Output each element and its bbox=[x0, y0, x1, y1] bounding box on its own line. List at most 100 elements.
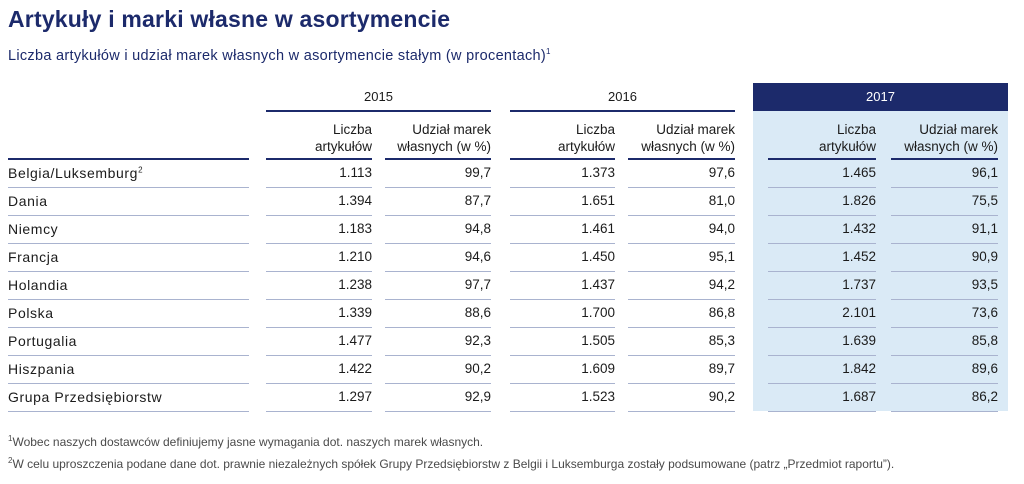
row-label-text: Holandia bbox=[8, 277, 69, 293]
column-header-rule bbox=[266, 158, 372, 160]
column-header-share: Udział marek własnych (w %) bbox=[628, 121, 735, 155]
table-cell: 1.339 bbox=[338, 305, 372, 320]
row-label: Hiszpania bbox=[8, 355, 75, 383]
row-label-text: Portugalia bbox=[8, 333, 78, 349]
row-label-text: Belgia/Luksemburg bbox=[8, 165, 139, 181]
column-header-line: Liczba bbox=[836, 122, 876, 137]
row-divider bbox=[628, 271, 735, 272]
subtitle-text: Liczba artykułów i udział marek własnych… bbox=[8, 48, 547, 64]
row-divider bbox=[8, 243, 249, 244]
row-divider bbox=[628, 243, 735, 244]
row-label-text: Hiszpania bbox=[8, 361, 75, 377]
table-cell: 1.183 bbox=[338, 221, 372, 236]
row-divider bbox=[510, 411, 615, 412]
table-cell: 81,0 bbox=[708, 193, 735, 208]
row-divider bbox=[385, 271, 491, 272]
row-divider bbox=[510, 187, 615, 188]
row-divider bbox=[768, 299, 876, 300]
column-header-line: własnych (w %) bbox=[904, 139, 998, 154]
row-label-text: Polska bbox=[8, 305, 54, 321]
row-divider bbox=[628, 411, 735, 412]
footnote-mark: 1 bbox=[8, 434, 13, 443]
year-header-2015: 2015 bbox=[364, 89, 393, 104]
table-cell: 1.609 bbox=[581, 361, 615, 376]
row-label: Dania bbox=[8, 187, 48, 215]
row-divider bbox=[768, 327, 876, 328]
table-cell: 94,0 bbox=[708, 221, 735, 236]
row-divider bbox=[385, 187, 491, 188]
table-cell: 1.700 bbox=[581, 305, 615, 320]
subtitle-footnote-mark: 1 bbox=[546, 47, 551, 57]
year-rule-2015 bbox=[266, 110, 491, 112]
column-header-line: Liczba bbox=[575, 122, 615, 137]
table-cell: 86,8 bbox=[708, 305, 735, 320]
row-divider bbox=[385, 299, 491, 300]
row-label-text: Niemcy bbox=[8, 221, 59, 237]
table-cell: 85,8 bbox=[971, 333, 998, 348]
row-divider bbox=[768, 383, 876, 384]
column-header-line: Liczba bbox=[332, 122, 372, 137]
table-cell: 94,8 bbox=[464, 221, 491, 236]
column-header-items: Liczba artykułów bbox=[266, 121, 372, 155]
row-divider bbox=[8, 411, 249, 412]
column-header-line: własnych (w %) bbox=[641, 139, 735, 154]
row-divider bbox=[8, 327, 249, 328]
column-header-line: własnych (w %) bbox=[397, 139, 491, 154]
table-cell: 85,3 bbox=[708, 333, 735, 348]
table-cell: 95,1 bbox=[708, 249, 735, 264]
row-divider bbox=[510, 355, 615, 356]
footnote-1: 1Wobec naszych dostawców definiujemy jas… bbox=[8, 434, 484, 450]
column-header-rule bbox=[768, 158, 876, 160]
row-divider bbox=[891, 243, 998, 244]
table-cell: 1.297 bbox=[338, 389, 372, 404]
table-cell: 1.432 bbox=[842, 221, 876, 236]
column-header-share: Udział marek własnych (w %) bbox=[385, 121, 491, 155]
column-header-line: artykułów bbox=[818, 139, 876, 154]
highlight-2017-column bbox=[753, 111, 1008, 411]
row-divider bbox=[8, 215, 249, 216]
table-cell: 1.437 bbox=[581, 277, 615, 292]
year-2017-header-bar bbox=[753, 83, 1008, 111]
label-column-rule bbox=[8, 158, 249, 160]
row-divider bbox=[891, 327, 998, 328]
year-rule-2016 bbox=[510, 110, 735, 112]
table-cell: 94,2 bbox=[708, 277, 735, 292]
table-cell: 1.373 bbox=[581, 165, 615, 180]
column-header-rule bbox=[628, 158, 735, 160]
row-divider bbox=[8, 383, 249, 384]
row-divider bbox=[628, 355, 735, 356]
row-divider bbox=[510, 327, 615, 328]
table-cell: 89,7 bbox=[708, 361, 735, 376]
table-cell: 1.842 bbox=[842, 361, 876, 376]
table-cell: 1.737 bbox=[842, 277, 876, 292]
row-label: Belgia/Luksemburg2 bbox=[8, 159, 143, 187]
row-divider bbox=[385, 355, 491, 356]
row-divider bbox=[768, 355, 876, 356]
table-cell: 88,6 bbox=[464, 305, 491, 320]
table-cell: 1.394 bbox=[338, 193, 372, 208]
row-divider bbox=[266, 299, 372, 300]
row-divider bbox=[891, 355, 998, 356]
table-cell: 1.452 bbox=[842, 249, 876, 264]
column-header-line: Udział marek bbox=[656, 122, 735, 137]
row-divider bbox=[385, 327, 491, 328]
row-label: Polska bbox=[8, 299, 54, 327]
row-divider bbox=[266, 355, 372, 356]
row-label: Portugalia bbox=[8, 327, 77, 355]
row-label-text: Francja bbox=[8, 249, 59, 265]
table-cell: 97,6 bbox=[708, 165, 735, 180]
row-divider bbox=[385, 411, 491, 412]
table-cell: 90,9 bbox=[971, 249, 998, 264]
table-cell: 1.639 bbox=[842, 333, 876, 348]
table-cell: 1.113 bbox=[339, 165, 372, 180]
row-divider bbox=[891, 187, 998, 188]
table-cell: 1.210 bbox=[338, 249, 372, 264]
table-cell: 91,1 bbox=[971, 221, 998, 236]
table-cell: 90,2 bbox=[708, 389, 735, 404]
row-label-text: Dania bbox=[8, 193, 48, 209]
footnote-text: Wobec naszych dostawców definiujemy jasn… bbox=[12, 435, 484, 449]
row-divider bbox=[266, 271, 372, 272]
table-cell: 93,5 bbox=[971, 277, 998, 292]
table-cell: 1.465 bbox=[842, 165, 876, 180]
